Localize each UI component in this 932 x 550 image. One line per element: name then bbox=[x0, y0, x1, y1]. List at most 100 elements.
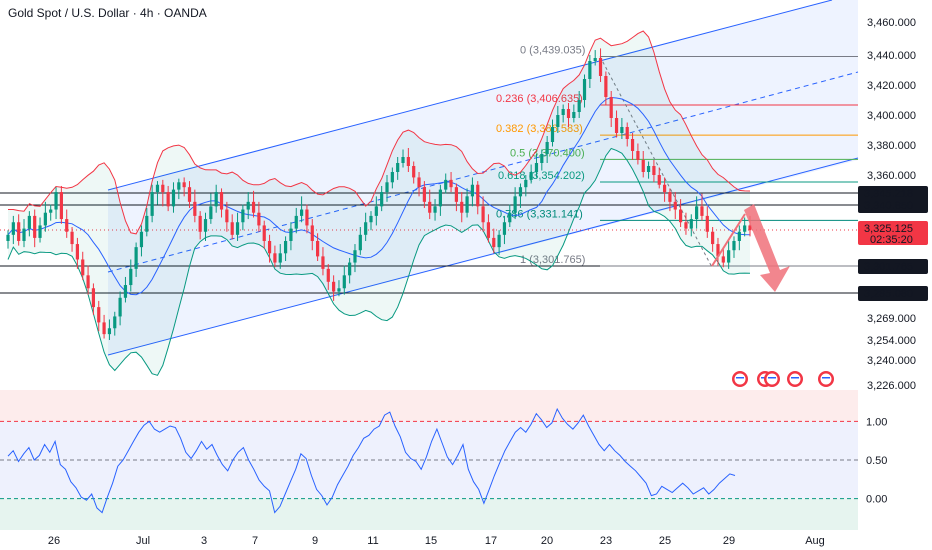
candle bbox=[91, 283, 96, 315]
candle-body bbox=[545, 142, 549, 154]
rsi-tick-label: 0.50 bbox=[866, 455, 887, 467]
rsi-tick-label: 1.00 bbox=[866, 416, 887, 428]
channel-mid-line bbox=[107, 71, 859, 273]
candle bbox=[454, 183, 459, 212]
candle bbox=[545, 136, 549, 163]
candle-body bbox=[630, 139, 635, 151]
time-tick-label: Jul bbox=[136, 535, 150, 547]
candle-body bbox=[134, 247, 138, 269]
price-tick-label: 3,360.000 bbox=[867, 170, 916, 182]
candle-body bbox=[737, 231, 741, 241]
fib-level-label: 0.236 (3,406.635) bbox=[496, 93, 583, 105]
candle-body bbox=[374, 206, 378, 216]
time-tick-label: 11 bbox=[367, 535, 378, 547]
candle-body bbox=[332, 281, 336, 292]
current-price-value: 3,325.125 bbox=[864, 223, 913, 235]
candle-body bbox=[139, 231, 144, 248]
candle bbox=[711, 227, 715, 252]
candle-body bbox=[203, 219, 208, 232]
candle-body bbox=[689, 219, 693, 229]
candle bbox=[22, 219, 26, 248]
candle-body bbox=[657, 175, 661, 185]
fib-level-label: 0.382 (3,386.583) bbox=[496, 123, 583, 135]
economic-events bbox=[732, 371, 834, 387]
candle bbox=[155, 181, 160, 205]
candle bbox=[636, 143, 640, 165]
candle-body bbox=[353, 250, 357, 263]
candle bbox=[65, 209, 69, 238]
candle bbox=[348, 257, 352, 284]
level-badge-value: 3,340.850 bbox=[864, 200, 913, 212]
candle-body bbox=[390, 172, 394, 183]
price-axis: 3,460.000 3,440.000 3,420.000 3,400.000 3,38… bbox=[858, 17, 928, 506]
candle-body bbox=[380, 192, 384, 207]
candle bbox=[716, 237, 720, 266]
candle bbox=[75, 237, 79, 269]
candle bbox=[727, 240, 731, 269]
rsi-background bbox=[0, 390, 858, 530]
candle bbox=[177, 178, 181, 200]
candle-body bbox=[540, 154, 544, 163]
candle-body bbox=[486, 222, 491, 238]
candle bbox=[609, 91, 613, 127]
event-flag-stripe bbox=[822, 377, 830, 379]
candle-body bbox=[364, 222, 368, 235]
price-tick-label: 3,380.000 bbox=[867, 140, 916, 152]
candle-body bbox=[113, 316, 117, 329]
candle-body bbox=[358, 234, 362, 251]
time-tick-label: 7 bbox=[252, 535, 258, 547]
candle bbox=[86, 265, 90, 295]
price-tick-label: 3,440.000 bbox=[867, 50, 916, 62]
candle bbox=[492, 228, 496, 254]
event-flag-center bbox=[820, 373, 832, 385]
fib-level-label: 1 (3,301.765) bbox=[520, 254, 585, 266]
candle bbox=[732, 236, 736, 258]
candle bbox=[332, 275, 336, 301]
candle bbox=[588, 55, 592, 88]
candle bbox=[449, 172, 453, 193]
candle bbox=[582, 74, 587, 108]
price-tick-label: 3,226.000 bbox=[867, 380, 916, 392]
candle bbox=[321, 247, 325, 276]
candle bbox=[251, 190, 256, 218]
event-flag-stripe bbox=[768, 377, 776, 379]
level-badge-value: 3,285.080 bbox=[864, 288, 913, 300]
candle-body bbox=[646, 166, 651, 172]
candle-body bbox=[145, 215, 149, 232]
price-tick-label: 3,420.000 bbox=[867, 80, 916, 92]
candle bbox=[11, 215, 15, 245]
candle bbox=[107, 319, 112, 340]
candle-body bbox=[155, 184, 160, 193]
price-tick-label: 3,460.000 bbox=[867, 17, 916, 29]
candle bbox=[428, 189, 432, 220]
candle bbox=[673, 192, 677, 220]
candle bbox=[305, 204, 309, 234]
candle bbox=[630, 133, 635, 160]
candle bbox=[166, 185, 170, 212]
candle bbox=[433, 199, 437, 221]
candle-body bbox=[321, 256, 325, 269]
candle-body bbox=[652, 166, 656, 175]
candle bbox=[705, 206, 709, 238]
candle bbox=[364, 212, 368, 241]
candle bbox=[476, 181, 480, 215]
candle-body bbox=[465, 196, 469, 213]
candle-body bbox=[43, 212, 47, 226]
candle bbox=[646, 161, 651, 179]
channel-upper-line bbox=[107, 0, 833, 191]
current-price-badge bbox=[858, 221, 928, 245]
candle-body bbox=[636, 151, 640, 160]
candle-body bbox=[17, 222, 21, 241]
candle bbox=[203, 212, 208, 241]
candle-body bbox=[550, 127, 555, 142]
candle-body bbox=[588, 61, 592, 79]
bb-lower-line bbox=[7, 147, 751, 376]
candle-body bbox=[614, 118, 619, 133]
candle bbox=[171, 182, 176, 213]
candle-body bbox=[214, 192, 218, 207]
candle-body bbox=[129, 268, 133, 286]
us-event-icon bbox=[732, 371, 748, 387]
price-tick-label: 3,254.000 bbox=[867, 335, 916, 347]
candle-body bbox=[732, 240, 736, 251]
